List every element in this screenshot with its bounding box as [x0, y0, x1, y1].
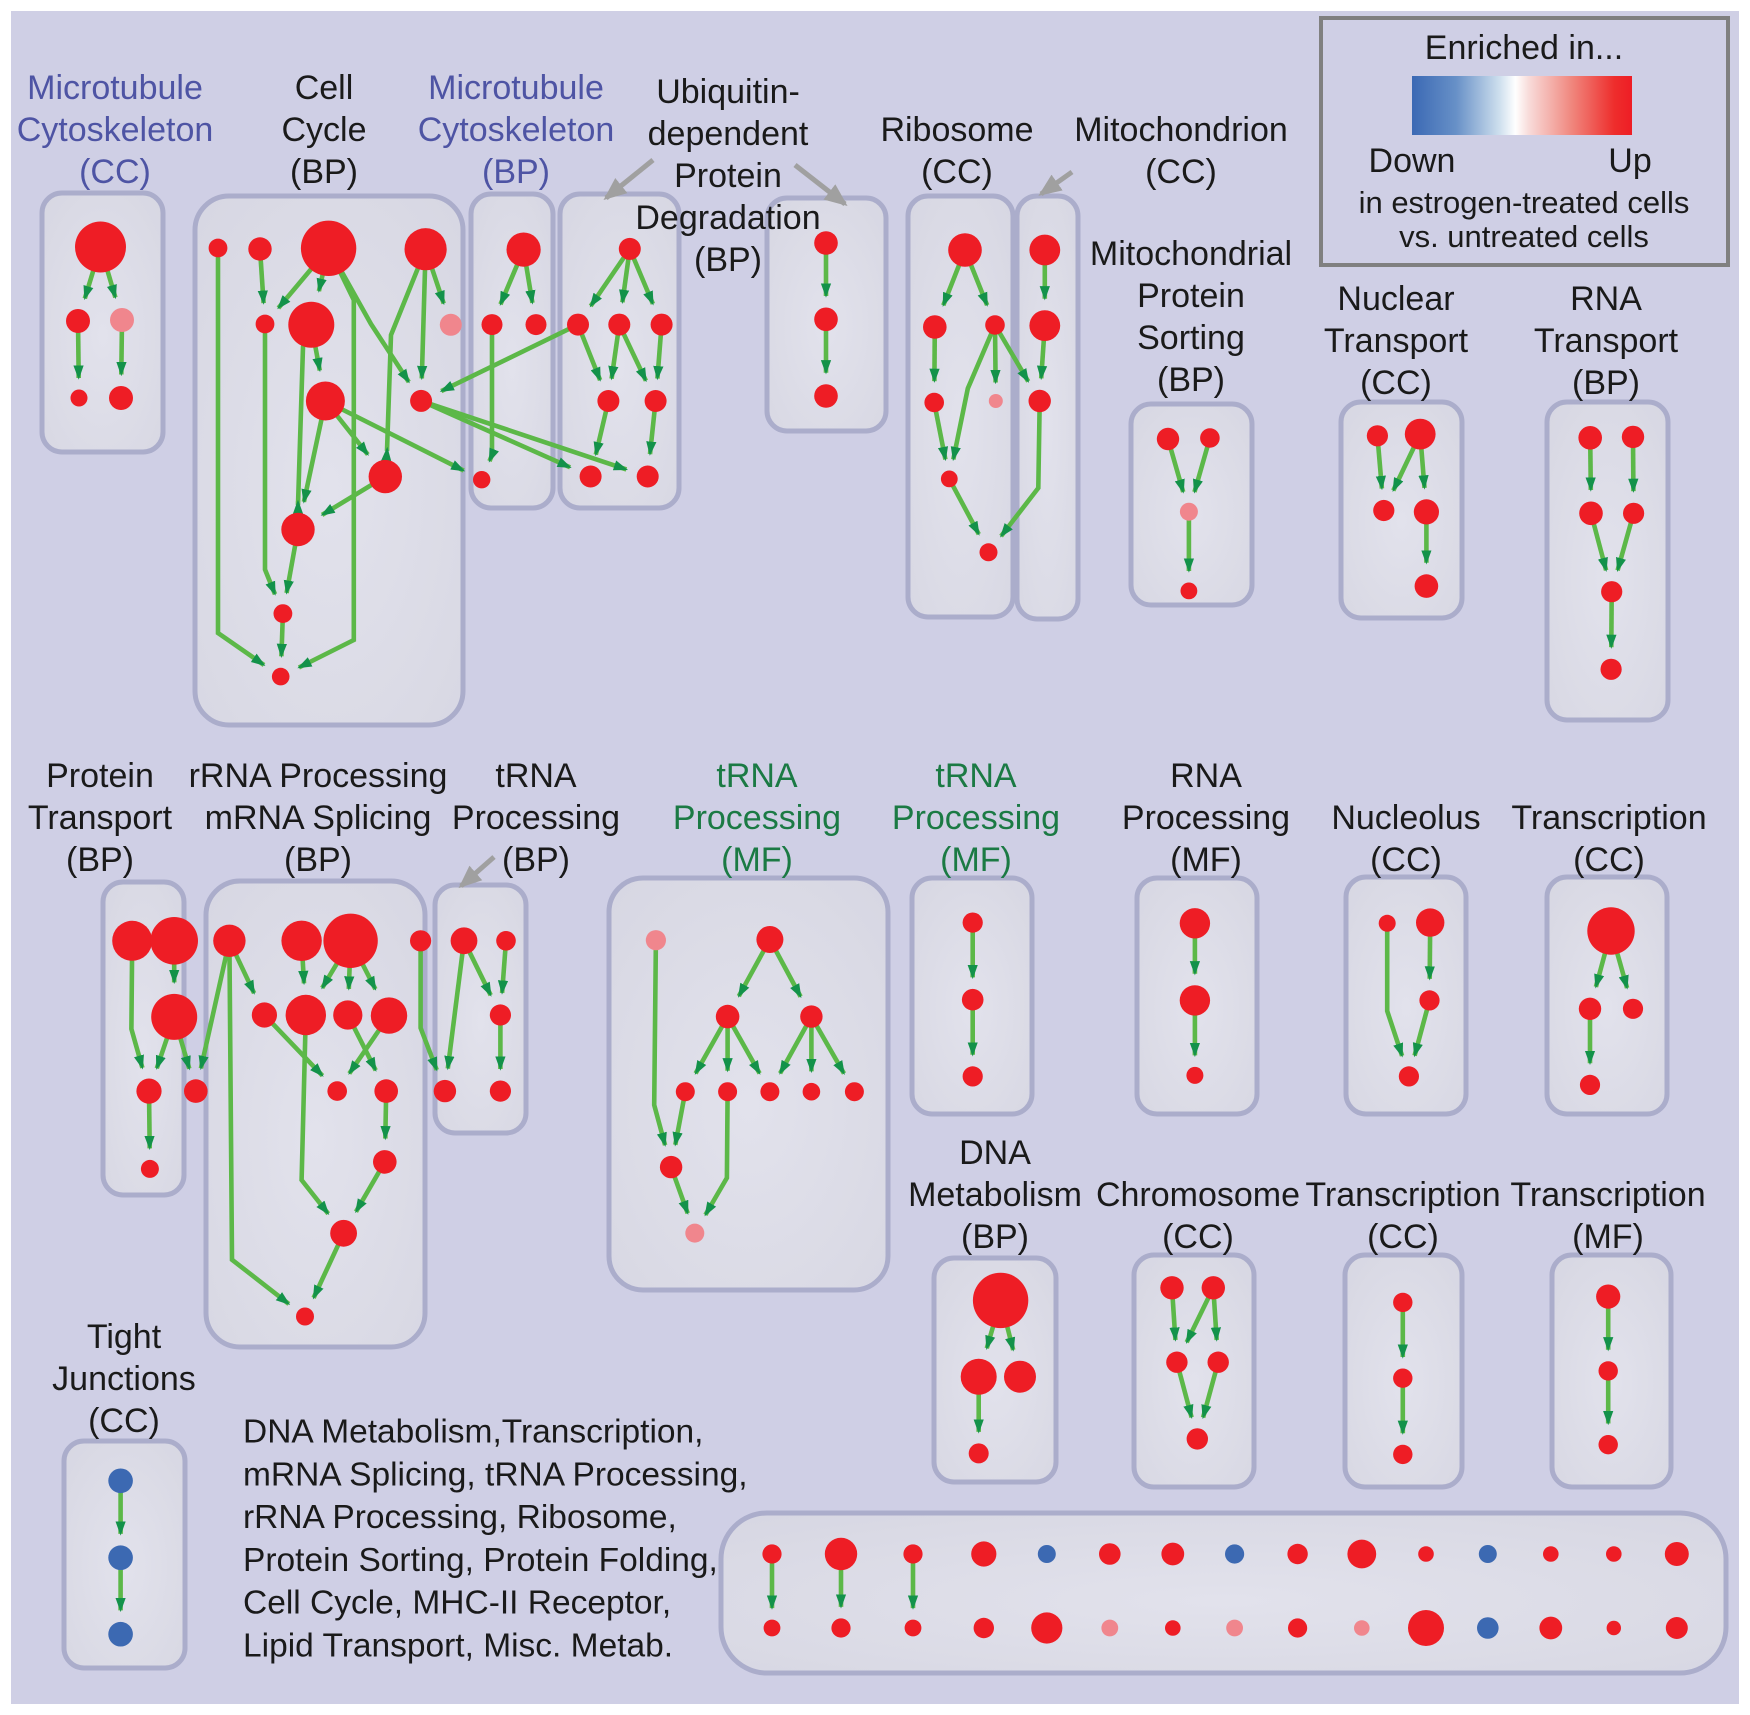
svg-text:tRNA: tRNA [716, 757, 798, 795]
svg-text:Protein Sorting, Protein Foldi: Protein Sorting, Protein Folding, [243, 1542, 718, 1579]
svg-text:Cytoskeleton: Cytoskeleton [17, 111, 214, 149]
svg-text:Transcription: Transcription [1510, 1176, 1705, 1214]
svg-text:(CC): (CC) [1573, 841, 1645, 879]
svg-text:Mitochondrion: Mitochondrion [1074, 111, 1288, 149]
svg-text:rRNA Processing: rRNA Processing [189, 757, 448, 795]
svg-text:Tight: Tight [87, 1318, 162, 1356]
svg-text:Transport: Transport [28, 799, 173, 837]
svg-text:Ubiquitin-: Ubiquitin- [656, 73, 800, 111]
svg-text:RNA: RNA [1170, 757, 1242, 795]
svg-text:Metabolism: Metabolism [908, 1176, 1082, 1214]
svg-text:vs. untreated cells: vs. untreated cells [1399, 219, 1649, 254]
svg-text:(BP): (BP) [694, 241, 762, 279]
svg-text:Cell Cycle, MHC-II Receptor,: Cell Cycle, MHC-II Receptor, [243, 1585, 671, 1622]
svg-text:(CC): (CC) [1370, 841, 1442, 879]
svg-text:mRNA Splicing: mRNA Splicing [205, 799, 432, 837]
svg-text:(BP): (BP) [66, 841, 134, 879]
svg-text:Cell: Cell [295, 69, 354, 107]
svg-text:Sorting: Sorting [1137, 319, 1245, 357]
svg-text:(MF): (MF) [721, 841, 793, 879]
svg-text:Transcription: Transcription [1305, 1176, 1500, 1214]
svg-text:Microtubule: Microtubule [428, 69, 604, 107]
svg-text:(CC): (CC) [79, 153, 151, 191]
svg-text:Up: Up [1608, 142, 1651, 180]
svg-text:(BP): (BP) [961, 1218, 1029, 1256]
svg-text:(CC): (CC) [1145, 153, 1217, 191]
svg-text:Degradation: Degradation [635, 199, 820, 237]
svg-text:Transcription: Transcription [1511, 799, 1706, 837]
svg-text:DNA: DNA [959, 1134, 1031, 1172]
svg-text:Lipid Transport, Misc. Metab.: Lipid Transport, Misc. Metab. [243, 1628, 673, 1665]
svg-text:(CC): (CC) [1360, 364, 1432, 402]
svg-text:Protein: Protein [674, 157, 782, 195]
svg-text:(MF): (MF) [940, 841, 1012, 879]
svg-text:Junctions: Junctions [52, 1360, 196, 1398]
svg-text:(BP): (BP) [284, 841, 352, 879]
svg-text:(MF): (MF) [1572, 1218, 1644, 1256]
svg-text:(MF): (MF) [1170, 841, 1242, 879]
svg-text:(BP): (BP) [290, 153, 358, 191]
svg-text:Enriched in...: Enriched in... [1425, 29, 1623, 67]
svg-text:mRNA Splicing, tRNA Processing: mRNA Splicing, tRNA Processing, [243, 1456, 748, 1493]
svg-text:Mitochondrial: Mitochondrial [1090, 235, 1292, 273]
svg-text:rRNA Processing, Ribosome,: rRNA Processing, Ribosome, [243, 1499, 677, 1536]
svg-text:Processing: Processing [1122, 799, 1290, 837]
svg-text:DNA Metabolism,Transcription,: DNA Metabolism,Transcription, [243, 1414, 703, 1451]
svg-text:(CC): (CC) [1162, 1218, 1234, 1256]
svg-text:tRNA: tRNA [495, 757, 577, 795]
svg-text:tRNA: tRNA [935, 757, 1017, 795]
svg-text:Down: Down [1369, 142, 1456, 180]
svg-text:(CC): (CC) [1367, 1218, 1439, 1256]
svg-text:Transport: Transport [1324, 322, 1469, 360]
svg-text:Processing: Processing [673, 799, 841, 837]
svg-text:Cycle: Cycle [281, 111, 366, 149]
svg-text:Cytoskeleton: Cytoskeleton [418, 111, 615, 149]
svg-text:Ribosome: Ribosome [880, 111, 1033, 149]
svg-text:(BP): (BP) [1157, 361, 1225, 399]
svg-text:Protein: Protein [1137, 277, 1245, 315]
svg-text:Microtubule: Microtubule [27, 69, 203, 107]
svg-text:Nuclear: Nuclear [1337, 280, 1454, 318]
svg-text:dependent: dependent [648, 115, 809, 153]
svg-text:(CC): (CC) [921, 153, 993, 191]
svg-text:Transport: Transport [1534, 322, 1679, 360]
svg-text:(BP): (BP) [482, 153, 550, 191]
svg-text:RNA: RNA [1570, 280, 1642, 318]
svg-text:(CC): (CC) [88, 1402, 160, 1440]
svg-text:Chromosome: Chromosome [1096, 1176, 1300, 1214]
svg-text:Processing: Processing [452, 799, 620, 837]
svg-text:Processing: Processing [892, 799, 1060, 837]
svg-text:Nucleolus: Nucleolus [1331, 799, 1480, 837]
svg-text:(BP): (BP) [1572, 364, 1640, 402]
svg-text:Protein: Protein [46, 757, 154, 795]
svg-text:(BP): (BP) [502, 841, 570, 879]
svg-text:in estrogen-treated cells: in estrogen-treated cells [1359, 185, 1690, 220]
